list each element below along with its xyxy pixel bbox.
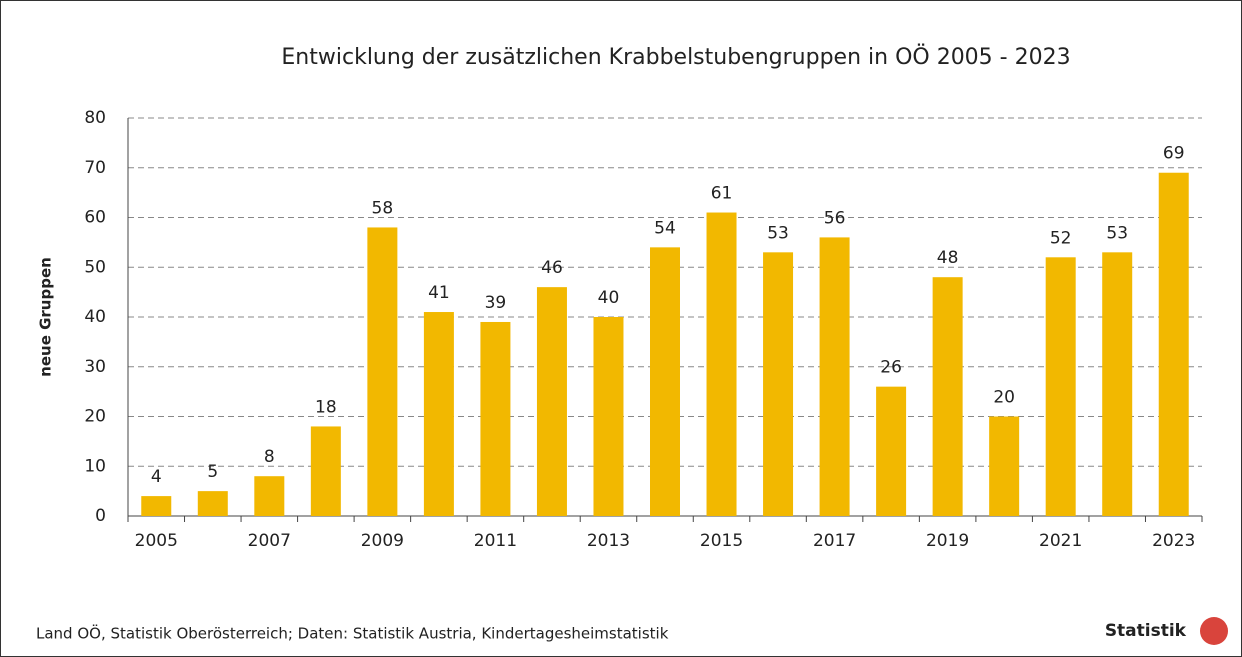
bar xyxy=(480,321,511,516)
y-tick-label: 70 xyxy=(84,158,106,178)
value-label: 18 xyxy=(315,397,337,417)
bar xyxy=(1102,252,1133,516)
x-tick-label: 2023 xyxy=(1152,531,1195,551)
y-tick-label: 10 xyxy=(84,456,106,476)
x-tick-label: 2017 xyxy=(813,531,856,551)
bar xyxy=(989,416,1020,516)
x-tick-label: 2009 xyxy=(361,531,404,551)
bar xyxy=(423,312,454,516)
bar xyxy=(706,212,737,516)
bar xyxy=(1158,172,1189,516)
source: Land OÖ, Statistik Oberösterreich; Daten… xyxy=(36,624,669,643)
y-tick-label: 80 xyxy=(84,108,106,128)
value-label: 20 xyxy=(993,388,1015,408)
x-tick-label: 2013 xyxy=(587,531,630,551)
y-axis-label: neue Gruppen xyxy=(37,257,55,377)
bar xyxy=(932,277,963,516)
x-tick-label: 2021 xyxy=(1039,531,1082,551)
y-tick-label: 20 xyxy=(84,407,106,427)
value-label: 53 xyxy=(1106,223,1128,243)
value-label: 46 xyxy=(541,258,563,278)
y-tick-label: 30 xyxy=(84,357,106,377)
bar xyxy=(819,237,850,516)
x-tick-label: 2019 xyxy=(926,531,969,551)
value-label: 8 xyxy=(264,447,275,467)
y-tick-label: 40 xyxy=(84,307,106,327)
bar xyxy=(310,426,341,516)
logo-icon xyxy=(1200,617,1228,645)
value-label: 41 xyxy=(428,283,450,303)
bar xyxy=(197,491,228,516)
y-tick-label: 0 xyxy=(95,506,106,526)
value-label: 40 xyxy=(598,288,620,308)
logo-text: Statistik xyxy=(1105,621,1187,641)
bar xyxy=(593,317,624,516)
value-label: 69 xyxy=(1163,144,1185,164)
value-label: 61 xyxy=(711,184,733,204)
value-label: 39 xyxy=(485,293,507,313)
bar xyxy=(367,227,398,516)
value-label: 5 xyxy=(207,462,218,482)
value-label: 48 xyxy=(937,248,959,268)
value-label: 54 xyxy=(654,218,676,238)
value-label: 53 xyxy=(767,223,789,243)
bar xyxy=(876,386,907,516)
value-label: 26 xyxy=(880,358,902,378)
bar xyxy=(141,496,172,516)
value-label: 52 xyxy=(1050,228,1072,248)
bar xyxy=(254,476,285,516)
bar xyxy=(536,287,567,516)
chart-title: Entwicklung der zusätzlichen Krabbelstub… xyxy=(281,44,1070,70)
x-tick-label: 2011 xyxy=(474,531,517,551)
bar xyxy=(1045,257,1076,516)
y-tick-label: 50 xyxy=(84,257,106,277)
bar xyxy=(650,247,680,516)
value-label: 58 xyxy=(372,198,394,218)
x-tick-label: 2007 xyxy=(248,531,291,551)
value-label: 56 xyxy=(824,208,846,228)
bar xyxy=(763,252,794,516)
x-tick-label: 2005 xyxy=(135,531,178,551)
x-tick-label: 2015 xyxy=(700,531,743,551)
value-label: 4 xyxy=(151,467,162,487)
y-tick-label: 60 xyxy=(84,208,106,228)
